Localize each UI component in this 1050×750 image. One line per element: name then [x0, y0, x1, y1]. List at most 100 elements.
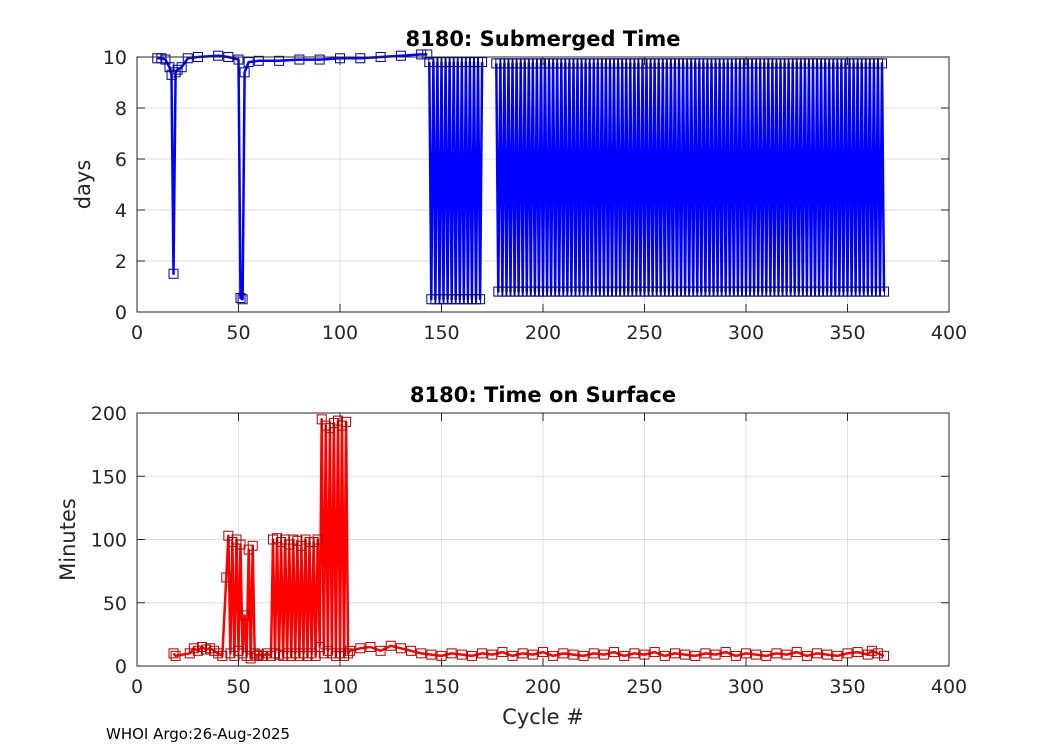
data-point: [832, 650, 843, 661]
data-point: [341, 416, 352, 427]
data-point: [294, 54, 305, 65]
footer-credit: WHOI Argo:26-Aug-2025: [106, 725, 291, 743]
data-point: [877, 58, 888, 69]
x-tick-label: 300: [728, 322, 764, 344]
data-point: [598, 649, 609, 660]
data-point: [558, 648, 569, 659]
data-layer: [168, 414, 890, 664]
data-point: [879, 650, 890, 661]
data-point: [365, 642, 376, 653]
data-point: [538, 647, 548, 658]
data-point: [822, 649, 833, 660]
y-tick-label: 50: [103, 593, 127, 615]
data-point: [237, 294, 248, 305]
data-point: [578, 650, 589, 661]
x-tick-label: 200: [525, 322, 561, 344]
data-point: [497, 647, 508, 658]
y-tick-label: 200: [91, 403, 127, 425]
data-point: [680, 649, 691, 660]
data-point: [426, 649, 437, 660]
data-point: [170, 650, 181, 661]
data-point: [235, 292, 246, 303]
surface-time-panel: 0 50 100 150 200 250 300 350 400 0 50 100 150 200 8180…: [56, 383, 967, 729]
chart-title: 8180: Time on Surface: [410, 383, 676, 407]
y-tick-label: 150: [91, 466, 127, 488]
x-tick-label: 150: [423, 676, 459, 698]
x-tick-label: 0: [131, 676, 143, 698]
data-point: [406, 645, 417, 656]
data-point: [477, 648, 488, 659]
x-tick-label: 50: [226, 322, 250, 344]
data-point: [176, 62, 187, 73]
data-point: [251, 650, 262, 661]
data-point: [866, 645, 877, 656]
data-point: [235, 539, 246, 550]
data-point: [517, 648, 528, 659]
data-point: [852, 647, 863, 658]
data-point: [247, 540, 258, 551]
y-tick-label: 2: [115, 251, 127, 273]
series-line: [157, 53, 428, 301]
x-axis-label: Cycle #: [502, 705, 584, 729]
data-point: [416, 648, 427, 659]
series-line: [495, 62, 886, 293]
x-tick-label: 350: [829, 676, 865, 698]
data-point: [741, 648, 751, 659]
y-tick-label: 8: [115, 98, 127, 120]
data-point: [751, 649, 762, 660]
data-point: [872, 648, 883, 659]
data-point: [710, 649, 721, 660]
y-axis-label: days: [71, 160, 95, 210]
data-point: [771, 648, 782, 659]
data-point: [395, 50, 406, 61]
data-point: [477, 57, 488, 68]
y-tick-label: 10: [103, 47, 127, 69]
data-point: [343, 648, 354, 659]
data-point: [507, 650, 518, 661]
data-point: [456, 649, 467, 660]
data-point: [345, 645, 356, 656]
data-point: [842, 648, 853, 659]
x-tick-label: 250: [626, 322, 662, 344]
y-axis-label: Minutes: [56, 498, 80, 581]
x-tick-label: 200: [525, 676, 561, 698]
data-point: [314, 54, 325, 65]
data-point: [217, 650, 228, 661]
data-point: [548, 650, 559, 661]
data-point: [239, 610, 250, 621]
y-tick-label: 4: [115, 200, 127, 222]
data-point: [781, 649, 792, 660]
x-tick-label: 0: [131, 322, 143, 344]
x-tick-label: 250: [626, 676, 662, 698]
data-point: [422, 49, 433, 60]
data-point: [375, 645, 386, 656]
data-point: [168, 268, 179, 279]
data-point: [879, 286, 890, 297]
data-point: [243, 57, 254, 68]
y-tick-label: 0: [115, 302, 127, 324]
data-point: [720, 647, 731, 658]
data-point: [385, 640, 396, 651]
data-point: [629, 648, 640, 659]
data-point: [730, 650, 741, 661]
data-point: [312, 534, 323, 545]
data-point: [649, 647, 660, 658]
data-point: [659, 650, 670, 661]
data-point: [791, 647, 802, 658]
data-point: [690, 650, 701, 661]
data-point: [527, 649, 538, 660]
data-point: [221, 572, 232, 583]
data-point: [568, 649, 579, 660]
series-line: [172, 418, 885, 660]
data-point: [355, 643, 366, 654]
x-tick-label: 150: [423, 322, 459, 344]
data-point: [475, 294, 486, 305]
data-point: [239, 67, 250, 78]
data-point: [588, 648, 599, 659]
x-tick-label: 50: [226, 676, 250, 698]
x-tick-label: 350: [829, 322, 865, 344]
y-tick-label: 0: [115, 656, 127, 678]
data-point: [168, 648, 179, 659]
data-point: [253, 55, 264, 66]
